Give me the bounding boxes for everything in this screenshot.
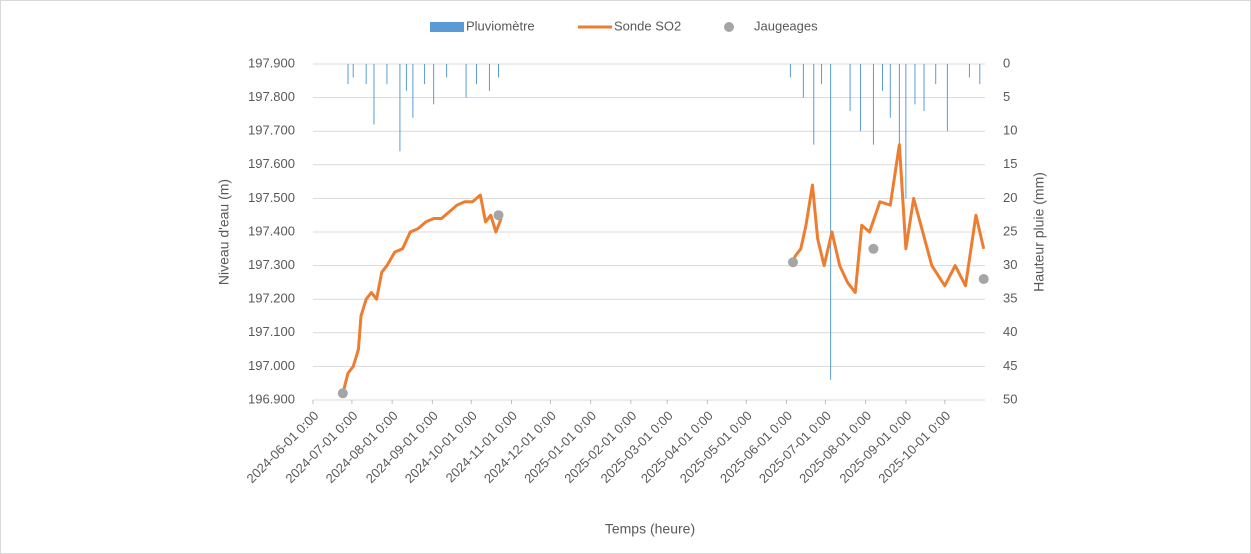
rain-bar bbox=[373, 64, 375, 125]
y2-tick-label: 40 bbox=[1003, 324, 1017, 339]
rain-bar bbox=[889, 64, 891, 118]
rain-bar bbox=[882, 64, 884, 91]
rain-bar bbox=[872, 64, 874, 145]
y2-axis-title: Hauteur pluie (mm) bbox=[1031, 172, 1047, 292]
rain-bar bbox=[802, 64, 804, 98]
y-tick-label: 197.500 bbox=[248, 190, 295, 205]
rain-bar bbox=[386, 64, 388, 85]
y-tick-label: 197.000 bbox=[248, 358, 295, 373]
y2-tick-label: 15 bbox=[1003, 156, 1017, 171]
legend-label: Sonde SO2 bbox=[614, 18, 681, 33]
y-tick-label: 197.400 bbox=[248, 223, 295, 238]
rain-bar bbox=[905, 64, 907, 199]
rain-bar bbox=[488, 64, 490, 91]
y2-tick-label: 5 bbox=[1003, 89, 1010, 104]
rain-bar bbox=[399, 64, 401, 152]
legend-swatch bbox=[430, 22, 464, 32]
level-line bbox=[341, 143, 986, 394]
legend-swatch bbox=[724, 22, 734, 32]
legend-label: Pluviomètre bbox=[466, 18, 535, 33]
y-tick-label: 197.100 bbox=[248, 324, 295, 339]
rain-bar bbox=[859, 64, 861, 132]
y-tick-label: 197.900 bbox=[248, 55, 295, 70]
gauging-point bbox=[337, 388, 348, 399]
rain-bar bbox=[465, 64, 467, 98]
gauging-point bbox=[493, 210, 504, 221]
y-tick-label: 197.700 bbox=[248, 123, 295, 138]
rain-bar bbox=[898, 64, 900, 159]
rain-bar bbox=[424, 64, 426, 85]
rain-bar bbox=[365, 64, 367, 85]
rain-bar bbox=[923, 64, 925, 112]
y-tick-label: 197.800 bbox=[248, 89, 295, 104]
rain-bar bbox=[433, 64, 435, 105]
rain-bar bbox=[821, 64, 823, 85]
y-tick-label: 197.200 bbox=[248, 291, 295, 306]
y2-tick-label: 25 bbox=[1003, 223, 1017, 238]
rain-bar bbox=[446, 64, 448, 78]
rain-bar bbox=[352, 64, 354, 78]
y2-tick-label: 20 bbox=[1003, 190, 1017, 205]
rain-bar bbox=[914, 64, 916, 105]
y-tick-label: 196.900 bbox=[248, 391, 295, 406]
y-axis-title: Niveau d'eau (m) bbox=[216, 179, 232, 285]
rain-bar bbox=[979, 64, 981, 85]
gauging-point bbox=[868, 243, 879, 254]
y2-tick-label: 0 bbox=[1003, 55, 1010, 70]
rain-bar bbox=[968, 64, 970, 78]
rain-bar bbox=[475, 64, 477, 85]
rain-bar bbox=[498, 64, 500, 78]
rain-bar bbox=[789, 64, 791, 78]
y2-tick-label: 10 bbox=[1003, 123, 1017, 138]
y-tick-label: 197.600 bbox=[248, 156, 295, 171]
gauging-point bbox=[978, 274, 989, 285]
gauging-point bbox=[788, 257, 798, 268]
y2-tick-label: 50 bbox=[1003, 391, 1017, 406]
rain-bar bbox=[849, 64, 851, 112]
y2-tick-label: 45 bbox=[1003, 358, 1017, 373]
rain-bar bbox=[830, 64, 832, 380]
y2-tick-label: 30 bbox=[1003, 257, 1017, 272]
y-tick-label: 197.300 bbox=[248, 257, 295, 272]
rain-bar bbox=[405, 64, 407, 91]
rain-bar bbox=[946, 64, 948, 132]
y2-tick-label: 35 bbox=[1003, 291, 1017, 306]
x-axis-title: Temps (heure) bbox=[605, 521, 695, 537]
rain-bar bbox=[935, 64, 937, 85]
legend-label: Jaugeages bbox=[754, 18, 818, 33]
rain-bar bbox=[813, 64, 815, 145]
rain-bar bbox=[347, 64, 349, 85]
rain-bar bbox=[412, 64, 414, 118]
